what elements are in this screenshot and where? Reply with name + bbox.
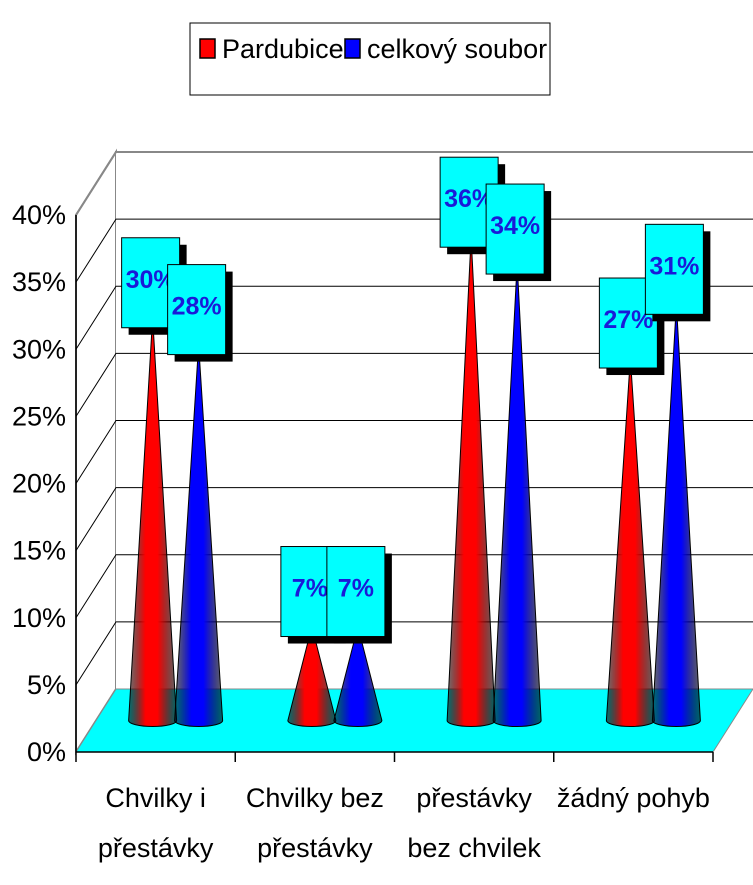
y-tick-label: 10% [12,603,66,633]
data-label-pardubice-2: 7% [292,575,328,603]
category-label: přestávky [98,833,214,863]
data-label-celkovy-soubor-2: 7% [338,575,374,603]
data-label-celkovy-soubor-4: 31% [649,252,699,280]
legend: Pardubice celkový soubor [189,22,551,96]
cone-celkovy-soubor-3 [492,264,542,727]
gridline [75,554,753,619]
y-tick-label: 0% [27,737,66,767]
gridline [75,487,753,551]
category-label: žádný pohyb [557,783,710,813]
gridline [75,621,753,686]
legend-box [189,22,551,96]
y-tick-label: 30% [12,334,66,364]
cone-celkovy-soubor-2 [333,626,383,727]
y-tick-label: 15% [12,536,66,566]
data-label-box-celkovy-soubor-1 [167,264,227,356]
y-tick-label: 40% [12,200,66,230]
plot-area: 0% 5% 10% 15% 20% 25% 30% 35% 40% Chvilky i přestá… [12,148,753,863]
data-label-box-celkovy-soubor-3 [485,183,545,275]
category-label: Chvilky bez [246,783,384,813]
side-wall-top-edge [75,151,117,216]
y-tick-label: 35% [12,267,66,297]
gridline [75,285,753,350]
category-label: přestávky [416,783,532,813]
y-tick-label: 5% [27,670,66,700]
category-label: Chvilky i [105,783,206,813]
legend-label-celkovy-soubor: celkový soubor [367,34,547,64]
cone-celkovy-soubor-4 [651,304,701,727]
gridline [75,420,753,484]
category-label: bez chvilek [407,833,541,863]
data-label-celkovy-soubor-1: 28% [172,293,222,321]
data-label-box-celkovy-soubor-2 [326,546,386,638]
legend-swatch-celkovy-soubor [344,38,361,59]
cone-celkovy-soubor-1 [174,344,224,727]
legend-swatch-pardubice [199,38,216,59]
y-tick-label: 20% [12,469,66,499]
data-label-box-celkovy-soubor-4 [644,223,704,315]
category-label: přestávky [257,833,373,863]
y-tick-label: 25% [12,401,66,431]
data-label-celkovy-soubor-3: 34% [490,212,540,240]
gridline [75,352,753,417]
legend-label-pardubice: Pardubice [222,34,344,64]
